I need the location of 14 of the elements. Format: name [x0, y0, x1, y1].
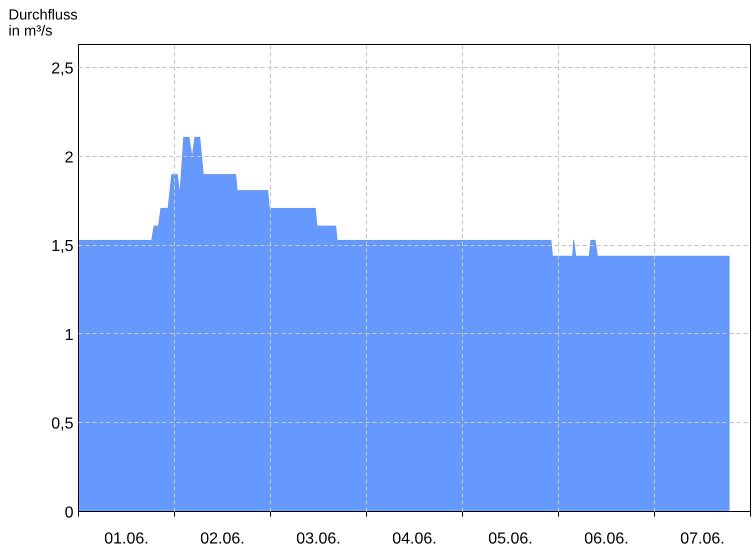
y-tick-label: 0 [64, 504, 74, 522]
x-tick-label: 06.06. [584, 530, 629, 546]
y-tick-label: 0,5 [51, 416, 74, 433]
y-tick-label: 1 [64, 326, 74, 344]
x-tick-label: 02.06. [200, 530, 245, 546]
x-tick-label: 01.06. [104, 530, 149, 546]
x-tick-label: 07.06. [680, 530, 725, 546]
y-tick-label: 2,5 [51, 60, 74, 78]
x-tick-label: 03.06. [296, 530, 341, 546]
x-tick-label: 05.06. [488, 530, 533, 546]
x-tick-label: 04.06. [392, 530, 437, 546]
y-axis-title: Durchfluss in m³/s [8, 8, 78, 40]
y-tick-label: 2 [64, 149, 74, 166]
y-tick-label: 1,5 [51, 238, 74, 256]
